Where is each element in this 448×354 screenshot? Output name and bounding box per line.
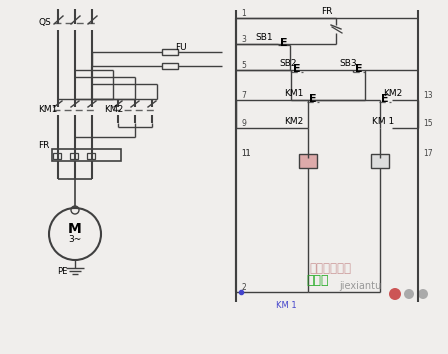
Text: E: E [355, 64, 363, 74]
Text: E: E [280, 38, 288, 48]
Text: KM 1: KM 1 [372, 116, 394, 126]
Text: M: M [68, 222, 82, 236]
Text: 9: 9 [241, 120, 246, 129]
Text: E: E [381, 94, 389, 104]
Text: 15: 15 [423, 120, 433, 129]
Text: KM 1: KM 1 [276, 302, 296, 310]
Text: jiexiantu: jiexiantu [339, 281, 381, 291]
Text: SB2: SB2 [279, 58, 297, 68]
Bar [162, 49, 178, 55]
Text: 17: 17 [423, 149, 433, 159]
Text: KM2: KM2 [104, 104, 123, 114]
Text: KM2: KM2 [284, 116, 303, 126]
Text: FU: FU [175, 42, 187, 51]
Bar [162, 63, 178, 69]
Text: 电工技术之家: 电工技术之家 [309, 263, 351, 275]
Bar [70, 153, 78, 159]
Text: SB1: SB1 [255, 33, 273, 41]
Circle shape [389, 288, 401, 300]
Text: 7: 7 [241, 91, 246, 101]
Bar [52, 149, 121, 161]
Text: E: E [293, 64, 301, 74]
Text: 2: 2 [241, 284, 246, 292]
Text: SB3: SB3 [339, 58, 357, 68]
Text: PE: PE [57, 267, 67, 275]
Text: 1: 1 [241, 10, 246, 18]
Text: 11: 11 [241, 149, 250, 159]
Text: 3: 3 [241, 35, 246, 45]
Circle shape [418, 289, 428, 299]
Circle shape [404, 289, 414, 299]
Text: 3~: 3~ [69, 235, 82, 245]
Text: 5: 5 [241, 62, 246, 70]
Bar [299, 154, 317, 168]
Text: FR: FR [38, 142, 49, 150]
Text: FR: FR [321, 6, 332, 16]
Text: KM1: KM1 [38, 104, 57, 114]
Text: KM2: KM2 [383, 88, 402, 97]
Bar [53, 153, 61, 159]
Text: 13: 13 [423, 91, 433, 101]
Bar [87, 153, 95, 159]
Text: QS: QS [38, 17, 51, 27]
Text: 接线图: 接线图 [307, 274, 329, 286]
Text: 11: 11 [241, 149, 250, 159]
Text: KM1: KM1 [284, 88, 303, 97]
Bar [371, 154, 389, 168]
Text: E: E [309, 94, 317, 104]
